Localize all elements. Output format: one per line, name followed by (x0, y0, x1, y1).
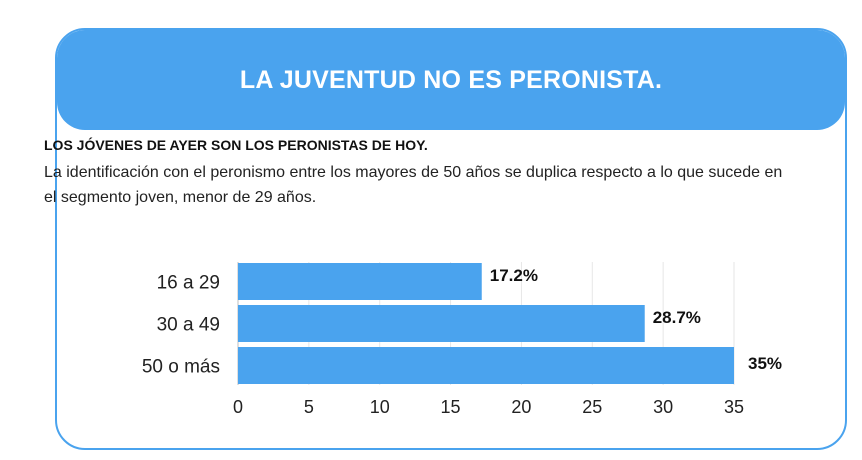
category-label-1: 30 a 49 (157, 315, 220, 336)
chart-subtitle: LOS JÓVENES DE AYER SON LOS PERONISTAS D… (44, 137, 428, 153)
x-tick-label-5: 5 (304, 397, 314, 417)
data-label-2: 35% (748, 354, 782, 373)
x-tick-label-15: 15 (441, 397, 461, 417)
x-tick-label-10: 10 (370, 397, 390, 417)
data-label-1: 28.7% (653, 308, 701, 327)
x-tick-label-20: 20 (511, 397, 531, 417)
x-tick-label-25: 25 (582, 397, 602, 417)
header-banner: LA JUVENTUD NO ES PERONISTA. (57, 30, 845, 130)
category-label-0: 16 a 29 (157, 273, 220, 294)
category-label-2: 50 o más (142, 357, 220, 378)
bar-1 (238, 305, 645, 342)
bar-0 (238, 263, 482, 300)
x-tick-label-0: 0 (233, 397, 243, 417)
chart-description: La identificación con el peronismo entre… (44, 164, 783, 206)
x-tick-label-35: 35 (724, 397, 744, 417)
page-title: LA JUVENTUD NO ES PERONISTA. (239, 65, 663, 94)
x-tick-label-30: 30 (653, 397, 673, 417)
bar-2 (238, 347, 734, 384)
data-label-0: 17.2% (490, 266, 538, 285)
